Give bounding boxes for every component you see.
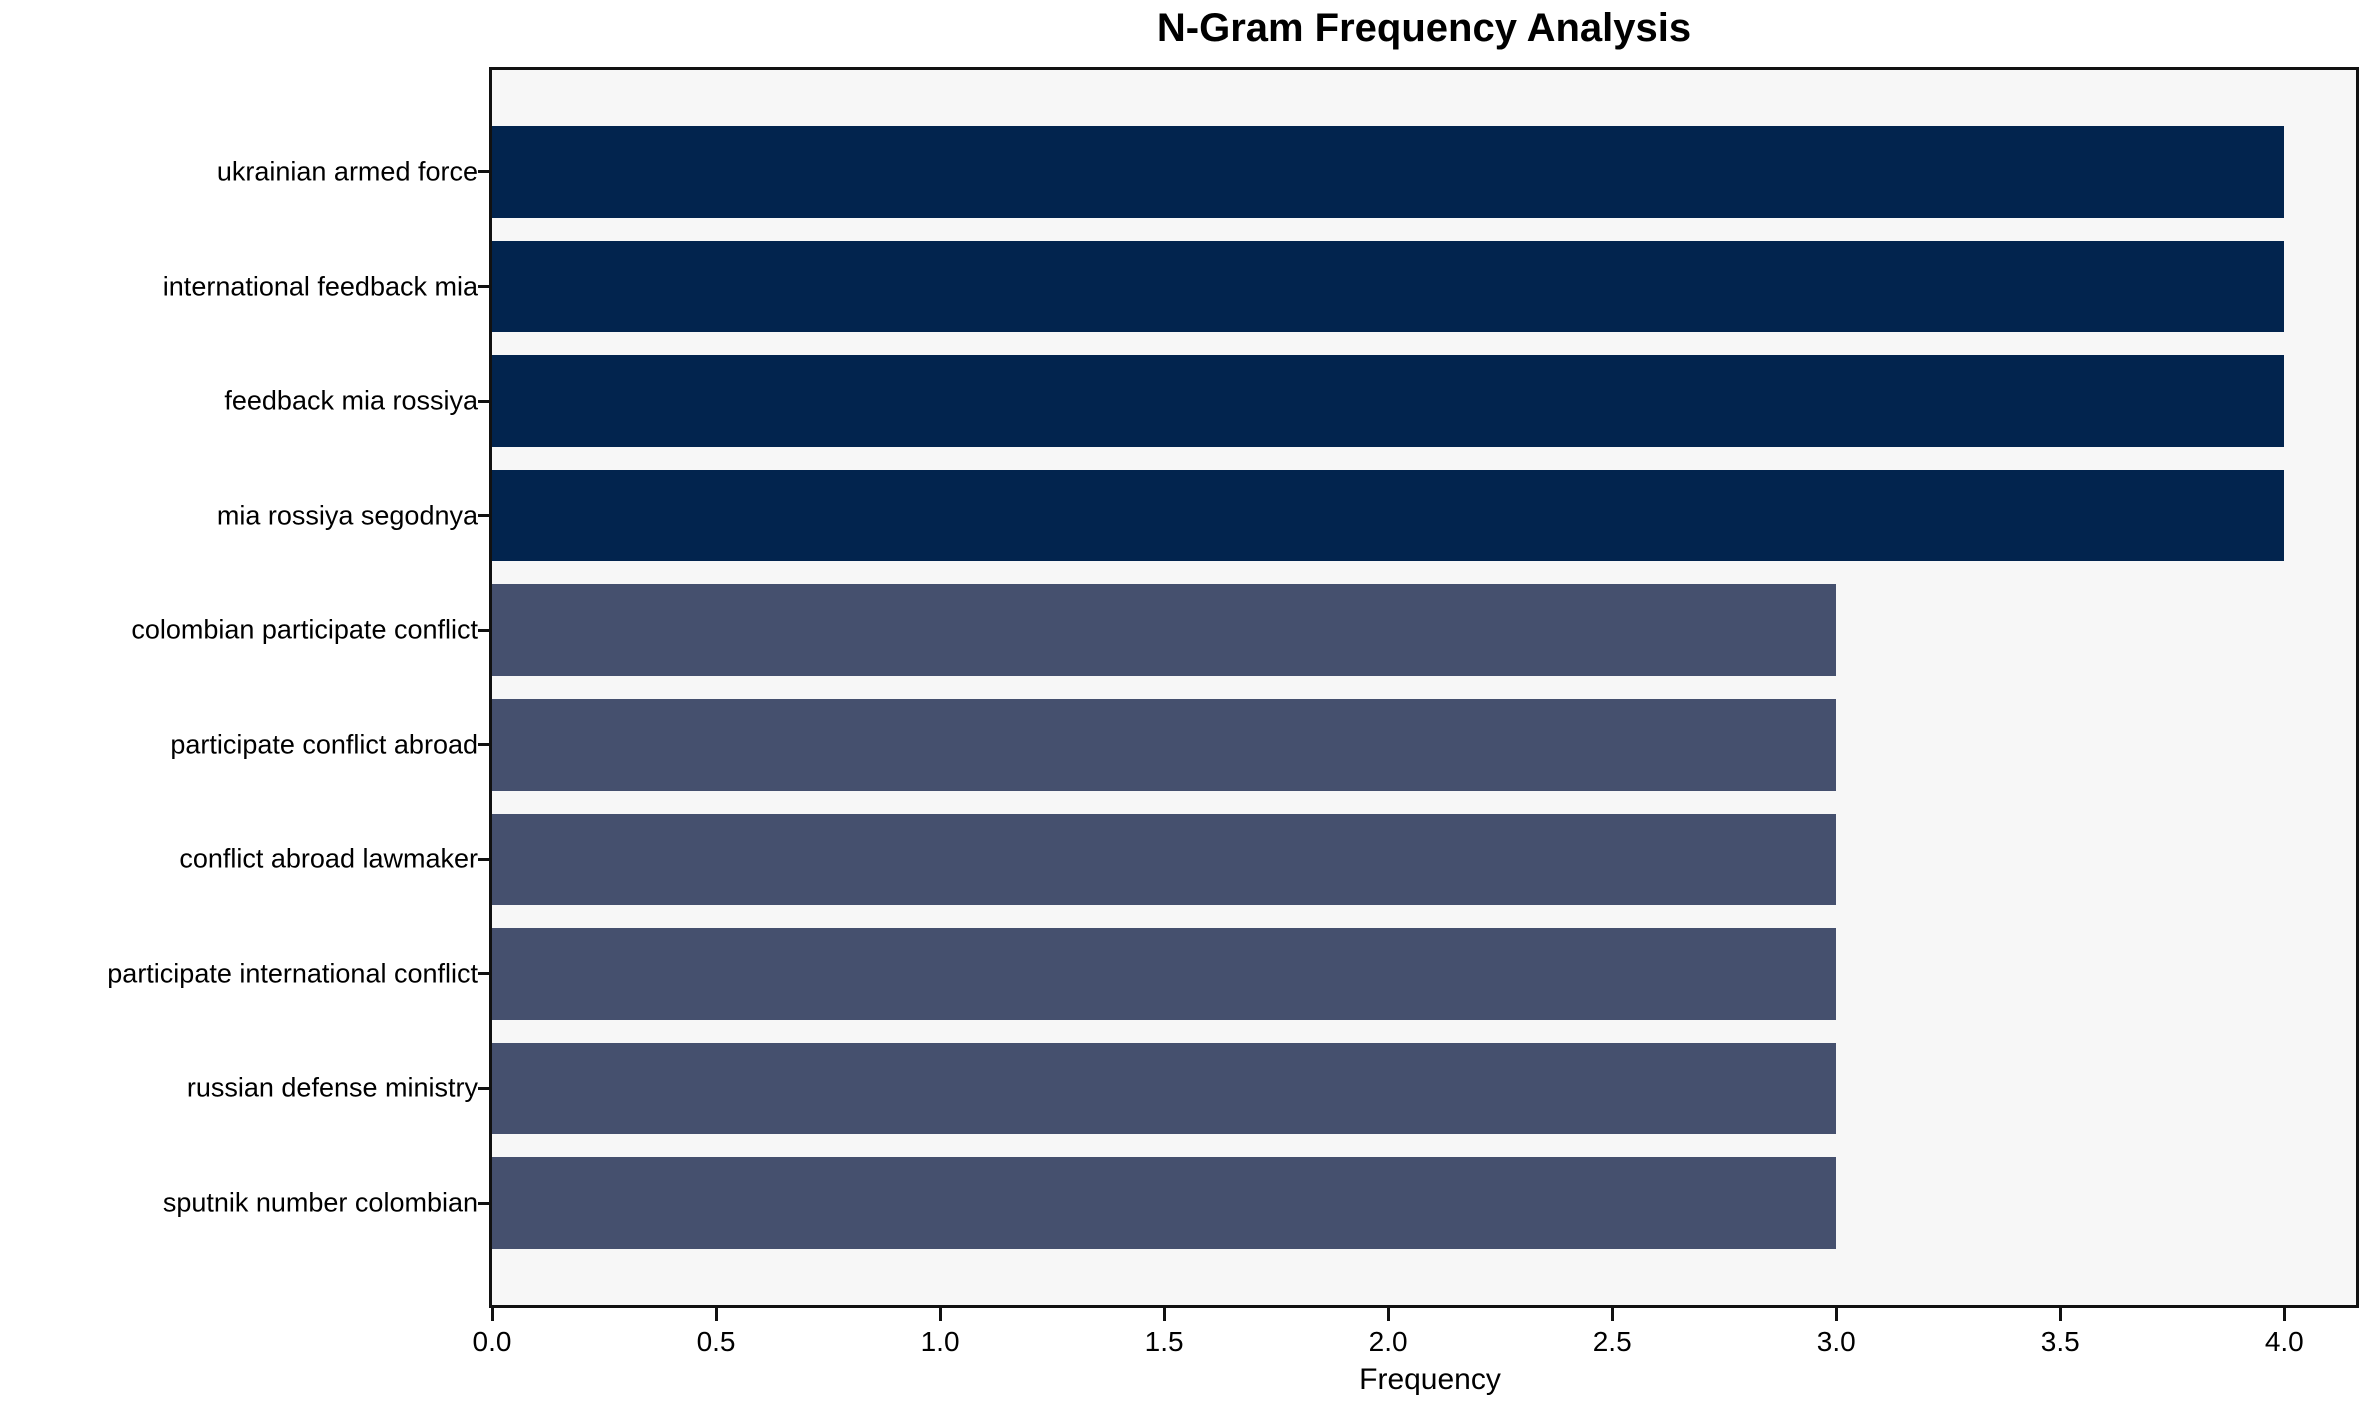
y-tick-mark	[478, 857, 489, 861]
bar	[492, 813, 1837, 906]
x-axis-label: Frequency	[1359, 1363, 1501, 1396]
y-tick-label: ukrainian armed force	[216, 156, 478, 187]
y-tick-label: international feedback mia	[162, 271, 478, 302]
x-tick-mark	[2282, 1308, 2286, 1321]
x-tick-label: 2.0	[1368, 1326, 1408, 1357]
x-tick-label: 4.0	[2264, 1326, 2304, 1357]
y-tick-mark	[478, 743, 489, 747]
y-tick-label: conflict abroad lawmaker	[179, 843, 478, 874]
y-tick-mark	[478, 514, 489, 518]
y-tick-label: participate international conflict	[107, 958, 478, 989]
y-tick-mark	[478, 1086, 489, 1090]
x-tick-label: 3.5	[2040, 1326, 2080, 1357]
y-tick-mark	[478, 170, 489, 174]
x-tick-mark	[714, 1308, 718, 1321]
y-tick-label: feedback mia rossiya	[224, 385, 478, 416]
bar	[492, 928, 1837, 1020]
x-tick-label: 1.0	[920, 1326, 960, 1357]
bar	[492, 584, 1837, 677]
y-tick-label: mia rossiya segodnya	[216, 500, 478, 531]
y-tick-mark	[478, 1201, 489, 1205]
y-tick-mark	[478, 399, 489, 403]
x-tick-mark	[1610, 1308, 1614, 1321]
x-tick-mark	[1162, 1308, 1166, 1321]
x-tick-mark	[2058, 1308, 2062, 1321]
x-tick-label: 2.5	[1592, 1326, 1632, 1357]
bar	[492, 355, 2285, 447]
y-tick-mark	[478, 972, 489, 976]
y-tick-label: russian defense ministry	[186, 1072, 478, 1103]
bar	[492, 469, 2285, 562]
bar	[492, 1157, 1837, 1249]
x-tick-mark	[490, 1308, 494, 1321]
chart-title: N-Gram Frequency Analysis	[1156, 6, 1692, 50]
x-tick-label: 0.0	[472, 1326, 512, 1357]
x-tick-mark	[938, 1308, 942, 1321]
bar	[492, 1042, 1837, 1135]
x-tick-label: 1.5	[1144, 1326, 1184, 1357]
plot-area	[489, 67, 2359, 1308]
x-tick-label: 3.0	[1816, 1326, 1856, 1357]
y-tick-mark	[478, 285, 489, 289]
bar	[492, 240, 2285, 333]
bar	[492, 698, 1837, 791]
y-tick-label: colombian participate conflict	[131, 614, 478, 645]
y-tick-mark	[478, 628, 489, 632]
x-tick-mark	[1386, 1308, 1390, 1321]
x-tick-mark	[1834, 1308, 1838, 1321]
y-tick-label: participate conflict abroad	[170, 729, 478, 760]
x-tick-label: 0.5	[696, 1326, 736, 1357]
y-tick-label: sputnik number colombian	[162, 1187, 478, 1218]
bar	[492, 126, 2285, 218]
